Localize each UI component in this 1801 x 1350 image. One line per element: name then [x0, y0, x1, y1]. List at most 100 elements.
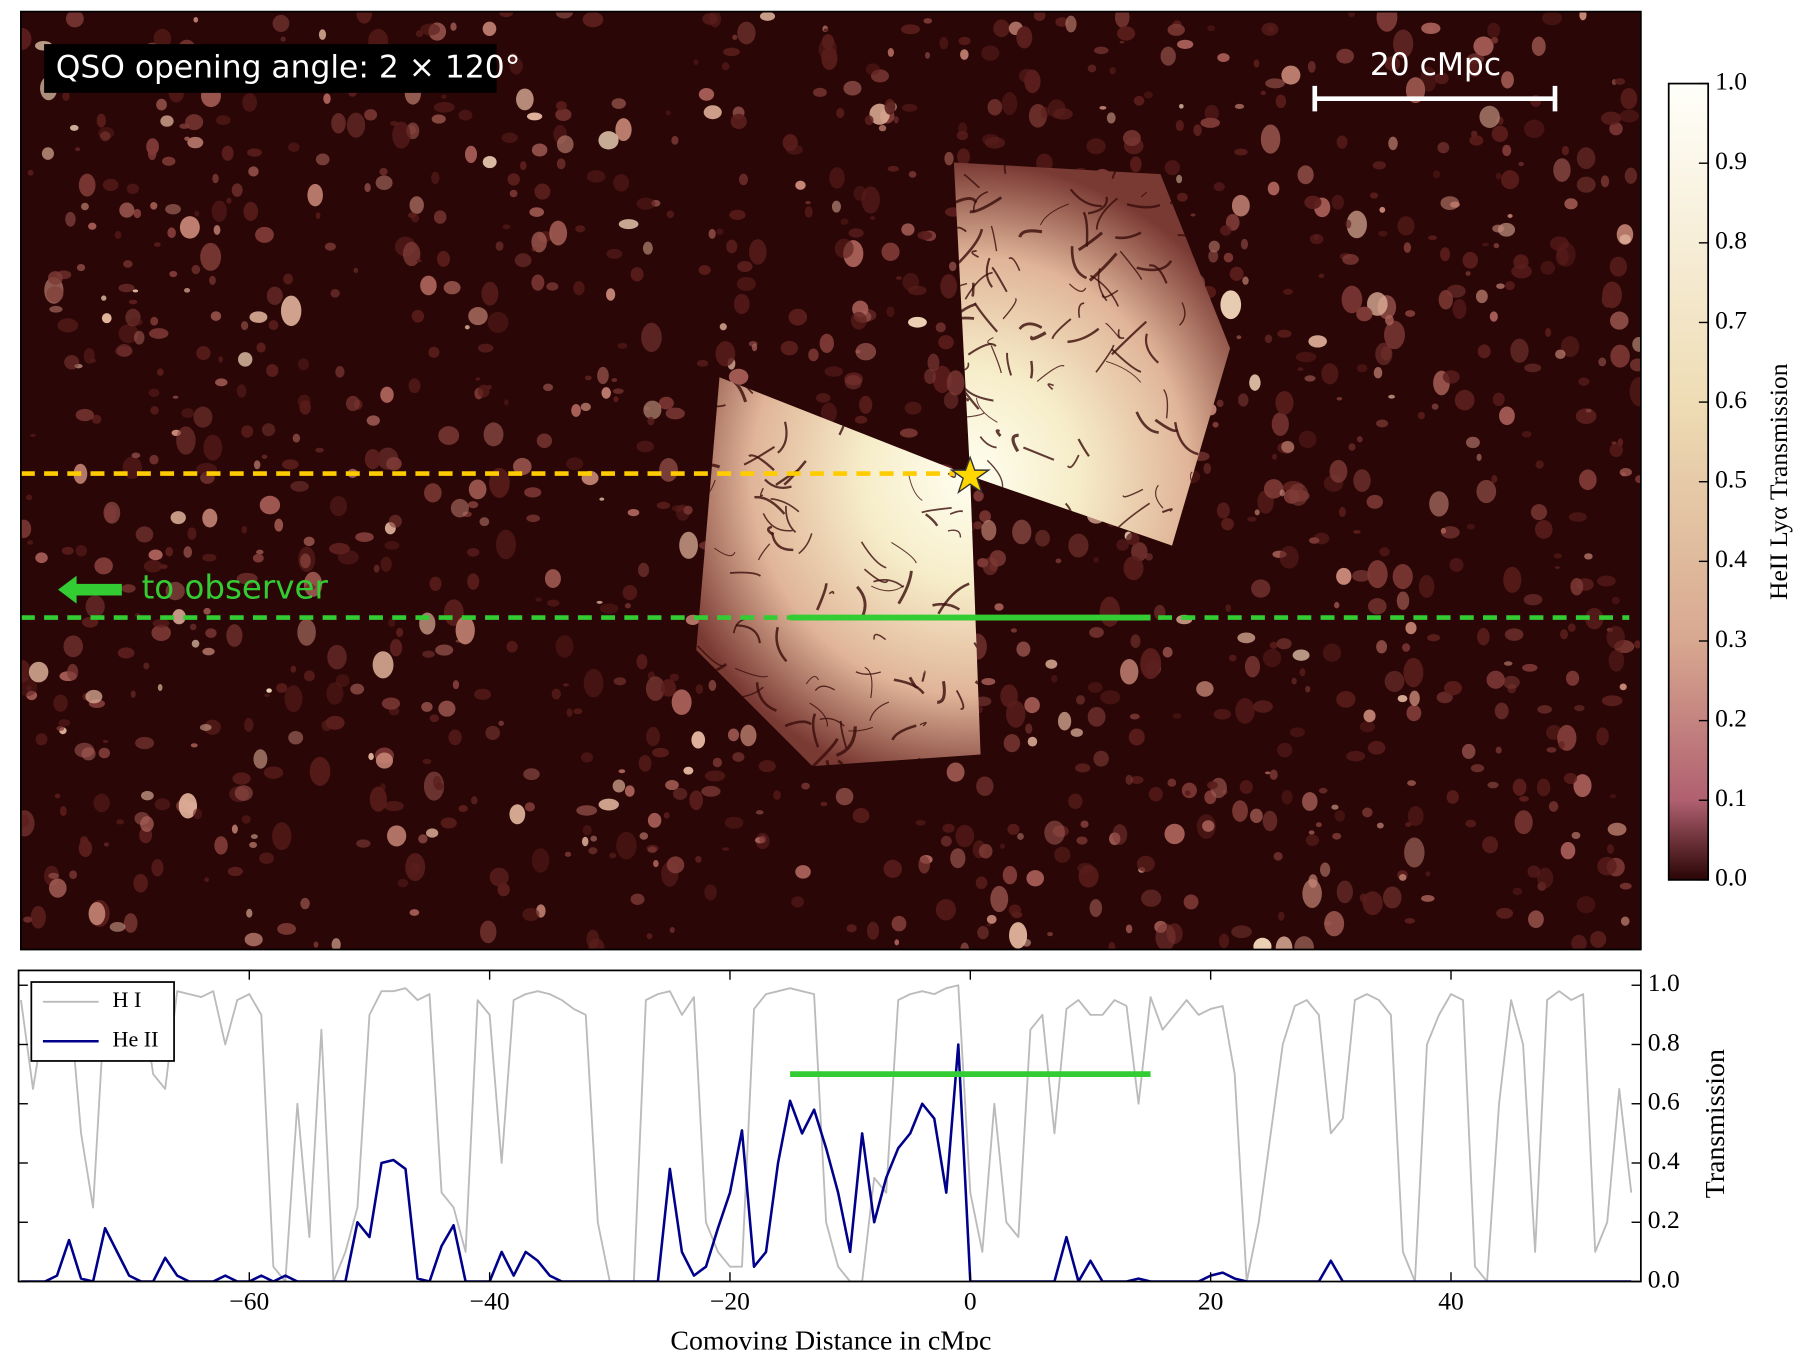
- map-blob: [464, 145, 478, 163]
- map-blob: [1487, 22, 1501, 39]
- map-blob: [329, 496, 348, 517]
- filament: [1111, 320, 1148, 356]
- map-blob: [956, 130, 969, 141]
- map-blob: [1446, 284, 1466, 298]
- map-blob: [210, 311, 222, 321]
- map-blob: [409, 196, 424, 214]
- map-blob: [1281, 440, 1295, 453]
- map-blob: [290, 481, 309, 492]
- map-blob: [203, 434, 223, 461]
- map-blob: [1546, 747, 1557, 753]
- map-blob: [116, 819, 125, 825]
- map-blob: [509, 189, 518, 198]
- filament: [1047, 383, 1054, 390]
- map-blob: [1141, 889, 1162, 907]
- map-blob: [253, 749, 268, 769]
- map-blob: [464, 325, 470, 330]
- map-blob: [1590, 930, 1607, 948]
- annotation: QSO opening angle: 2 × 120°: [56, 49, 521, 85]
- map-blob: [1563, 772, 1578, 784]
- map-blob: [1479, 105, 1500, 129]
- filament: [1030, 331, 1047, 341]
- map-blob: [161, 156, 176, 166]
- map-blob: [1600, 175, 1610, 188]
- map-blob: [759, 835, 767, 844]
- filament: [743, 446, 776, 466]
- map-blob: [1045, 659, 1058, 669]
- map-blob: [729, 209, 746, 220]
- map-blob: [886, 306, 895, 318]
- map-blob: [679, 531, 699, 559]
- filament: [869, 701, 890, 721]
- colorbar-tick-label: 0.2: [1715, 703, 1747, 732]
- map-blob: [613, 174, 630, 192]
- map-blob: [1275, 94, 1287, 109]
- map-blob: [1130, 775, 1144, 784]
- map-blob: [904, 401, 922, 415]
- map-blob: [1476, 453, 1482, 461]
- map-blob: [1336, 396, 1343, 401]
- map-blob: [932, 365, 952, 394]
- map-blob: [1611, 441, 1617, 445]
- map-blob: [1499, 406, 1515, 426]
- map-blob: [701, 785, 721, 797]
- map-blob: [1342, 253, 1359, 265]
- map-blob: [181, 408, 195, 419]
- map-blob: [1530, 504, 1548, 521]
- map-blob: [1208, 240, 1220, 253]
- map-blob: [157, 684, 163, 692]
- filament: [973, 302, 998, 333]
- map-blob: [1254, 509, 1260, 516]
- map-blob: [424, 483, 442, 503]
- map-blob: [791, 896, 805, 908]
- map-blob: [1087, 64, 1097, 73]
- filament: [1104, 322, 1121, 339]
- x-tick-label: 40: [1438, 1286, 1464, 1315]
- map-blob: [266, 286, 283, 305]
- filament: [1069, 188, 1102, 208]
- map-blob: [895, 276, 903, 280]
- map-blob: [704, 770, 726, 782]
- map-blob: [64, 355, 80, 370]
- filament: [1003, 162, 1013, 174]
- map-blob: [1183, 894, 1199, 910]
- map-blob: [1279, 545, 1299, 569]
- map-blob: [590, 835, 598, 842]
- map-blob: [1024, 696, 1040, 714]
- map-blob: [364, 183, 371, 193]
- map-blob: [1273, 852, 1283, 861]
- map-blob: [981, 519, 997, 541]
- filament: [1002, 297, 1017, 320]
- map-blob: [555, 635, 574, 658]
- map-blob: [25, 494, 33, 501]
- map-blob: [238, 352, 253, 367]
- map-blob: [1025, 723, 1033, 734]
- map-blob: [379, 783, 386, 792]
- map-blob: [846, 924, 857, 933]
- map-blob: [737, 21, 756, 45]
- map-blob: [647, 846, 657, 853]
- map-blob: [1277, 329, 1292, 338]
- map-blob: [1253, 59, 1260, 68]
- map-blob: [638, 562, 650, 578]
- map-blob: [1009, 922, 1028, 949]
- map-blob: [373, 564, 380, 573]
- map-blob: [1218, 933, 1230, 949]
- map-blob: [331, 113, 346, 134]
- filament: [1105, 360, 1142, 383]
- map-blob: [1356, 306, 1373, 322]
- map-blob: [981, 678, 996, 686]
- map-blob: [241, 321, 249, 331]
- y-tick-label: 0.0: [1648, 1264, 1680, 1293]
- map-blob: [231, 183, 243, 197]
- map-blob: [1619, 683, 1627, 691]
- map-blob: [1068, 533, 1089, 558]
- map-blob: [1379, 206, 1386, 213]
- map-blob: [866, 921, 880, 940]
- map-blob: [732, 752, 745, 762]
- map-blob: [1277, 742, 1293, 758]
- map-blob: [1261, 22, 1279, 36]
- map-blob: [418, 834, 428, 844]
- map-blob: [1465, 819, 1477, 828]
- map-blob: [1609, 122, 1623, 136]
